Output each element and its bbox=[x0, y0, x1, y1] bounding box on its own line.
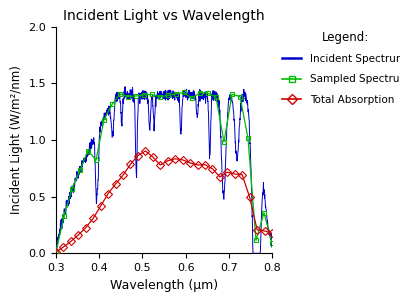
Title: Incident Light vs Wavelength: Incident Light vs Wavelength bbox=[63, 9, 265, 23]
Legend: Incident Spectrum, Sampled Spectrum, Total Absorption: Incident Spectrum, Sampled Spectrum, Tot… bbox=[279, 27, 400, 108]
Y-axis label: Incident Light (W/m²/nm): Incident Light (W/m²/nm) bbox=[10, 66, 23, 215]
X-axis label: Wavelength (μm): Wavelength (μm) bbox=[110, 279, 218, 291]
